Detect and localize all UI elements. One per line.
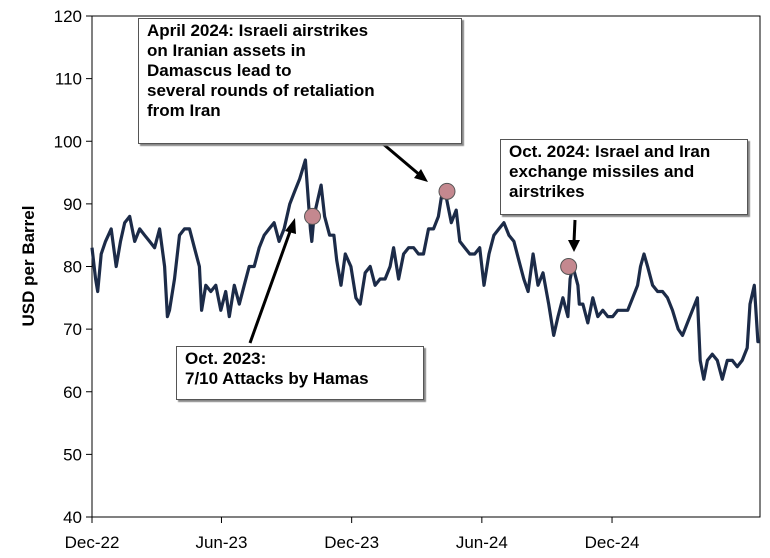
x-tick-label: Dec-24	[585, 533, 640, 552]
annotation-oct-2023: Oct. 2023: 7/10 Attacks by Hamas	[176, 346, 424, 400]
annotation-april-2024: April 2024: Israeli airstrikes on Irania…	[138, 18, 462, 144]
event-marker	[304, 207, 322, 225]
arrow-head-oct-2024	[568, 240, 580, 252]
y-tick-label: 40	[63, 508, 82, 527]
y-tick-label: 50	[63, 445, 82, 464]
arrow-oct-2023	[248, 225, 294, 344]
y-axis-label: USD per Barrel	[19, 206, 38, 327]
annotation-oct-2024: Oct. 2024: Israel and Iran exchange miss…	[500, 139, 748, 215]
x-axis-ticks: Dec-22 Jun-23 Dec-23 Jun-24 Dec-24	[65, 517, 640, 552]
x-tick-label: Jun-23	[195, 533, 247, 552]
event-markers	[304, 182, 578, 275]
y-tick-label: 100	[54, 132, 82, 151]
event-marker	[438, 182, 456, 200]
x-tick-label: Dec-22	[65, 533, 120, 552]
arrow-head-april-2024	[414, 169, 428, 182]
y-tick-label: 70	[63, 320, 82, 339]
arrow-oct-2024	[572, 219, 577, 243]
y-tick-label: 90	[63, 195, 82, 214]
x-tick-label: Dec-23	[324, 533, 379, 552]
y-tick-label: 110	[55, 70, 82, 89]
y-axis-ticks: 40 50 60 70 80 90 100 110 120	[54, 7, 92, 527]
y-tick-label: 60	[63, 383, 82, 402]
price-line	[90, 158, 760, 381]
x-tick-label: Jun-24	[456, 533, 508, 552]
y-tick-label: 80	[63, 258, 82, 277]
event-marker	[560, 258, 578, 275]
annotation-arrows	[248, 141, 580, 344]
arrow-head-oct-2023	[285, 218, 296, 234]
y-tick-label: 120	[54, 7, 82, 26]
arrow-april-2024	[381, 141, 422, 178]
